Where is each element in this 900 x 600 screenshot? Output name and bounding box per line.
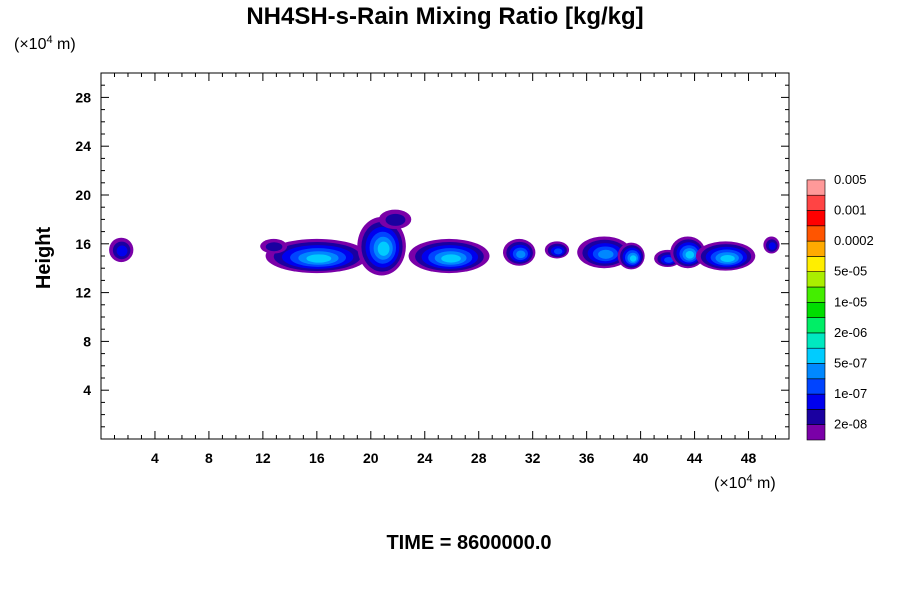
contour-level [377, 241, 390, 256]
x-axis: 4 8 12 16 20 24 28 32 36 40 44 48 [113, 73, 777, 466]
y-tick-label: 24 [75, 138, 91, 154]
colorbar: 2e-08 1e-07 5e-07 2e-06 1e-05 5e-05 0.0002 0.00… [806, 172, 874, 441]
colorbar-label: 1e-05 [834, 294, 867, 309]
contour-level [265, 242, 283, 252]
x-unit-exp: 4 [746, 473, 752, 485]
contour-level [385, 213, 406, 226]
x-unit-prefix: (×10 [714, 475, 747, 492]
x-tick-label: 8 [205, 450, 213, 466]
contour-level [664, 256, 674, 263]
precip-cell [265, 238, 369, 274]
colorbar-swatch [806, 179, 826, 196]
precip-cell [378, 209, 412, 230]
y-tick-label: 12 [75, 285, 91, 301]
precip-cell [617, 242, 645, 270]
precip-cell [260, 238, 288, 254]
colorbar-label: 0.005 [834, 172, 867, 187]
contour-level [116, 245, 128, 257]
colorbar-swatch [806, 271, 826, 288]
x-tick-label: 28 [471, 450, 487, 466]
colorbar-swatch [806, 210, 826, 227]
colorbar-swatch [806, 424, 826, 441]
x-tick-label: 24 [417, 450, 433, 466]
x-tick-label: 40 [633, 450, 649, 466]
x-tick-label: 20 [363, 450, 379, 466]
x-tick-label: 32 [525, 450, 541, 466]
contour-level [516, 250, 526, 259]
x-unit-suffix: m) [753, 475, 776, 492]
x-tick-label: 12 [255, 450, 271, 466]
colorbar-swatch [806, 347, 826, 364]
colorbar-swatch [806, 301, 826, 318]
colorbar-swatch [806, 225, 826, 242]
y-unit-suffix: m) [53, 36, 76, 53]
colorbar-swatch [806, 194, 826, 211]
y-axis-unit: (×104 m) [14, 34, 76, 53]
colorbar-label: 5e-05 [834, 264, 867, 279]
precip-cell [408, 238, 490, 274]
precip-cell [670, 236, 706, 269]
contour-level [598, 249, 614, 259]
x-tick-label: 36 [579, 450, 595, 466]
precip-cell [503, 238, 536, 266]
y-unit-exp: 4 [46, 34, 52, 46]
data-field [109, 209, 780, 276]
y-tick-label: 28 [75, 89, 91, 105]
y-tick-label: 16 [75, 236, 91, 252]
colorbar-label: 1e-07 [834, 386, 867, 401]
contour-level [720, 254, 735, 263]
y-tick-label: 20 [75, 187, 91, 203]
colorbar-swatch [806, 378, 826, 395]
colorbar-swatch [806, 286, 826, 303]
colorbar-label: 5e-07 [834, 356, 867, 371]
colorbar-swatch [806, 393, 826, 410]
contour-level [629, 255, 637, 262]
precip-cell [577, 236, 632, 269]
colorbar-swatch [806, 240, 826, 257]
time-label: TIME = 8600000.0 [386, 532, 551, 554]
x-tick-label: 44 [687, 450, 703, 466]
chart-title: NH4SH-s-Rain Mixing Ratio [kg/kg] [246, 3, 643, 30]
x-tick-label: 48 [741, 450, 757, 466]
colorbar-swatch [806, 409, 826, 425]
precip-cell [357, 216, 406, 276]
colorbar-swatch [806, 256, 826, 272]
contour-level [306, 254, 332, 263]
colorbar-label: 0.001 [834, 203, 867, 218]
contour-level [685, 250, 695, 259]
contour-level [553, 248, 563, 255]
y-tick-label: 4 [83, 382, 91, 398]
colorbar-swatch [806, 332, 826, 349]
precip-cell [109, 237, 134, 263]
x-tick-label: 4 [151, 450, 159, 466]
colorbar-swatch [806, 317, 826, 334]
y-axis: 4 8 12 16 20 24 28 [75, 84, 789, 428]
colorbar-label: 2e-06 [834, 325, 867, 340]
precip-cell [763, 236, 780, 254]
x-axis-unit: (×104 m) [714, 473, 776, 492]
y-axis-label: Height [33, 227, 55, 290]
colorbar-label: 0.0002 [834, 233, 874, 248]
precip-cell [695, 241, 756, 271]
colorbar-label: 2e-08 [834, 417, 867, 432]
contour-level [768, 242, 776, 250]
x-tick-label: 16 [309, 450, 325, 466]
y-unit-prefix: (×10 [14, 36, 47, 53]
y-tick-label: 8 [83, 333, 91, 349]
colorbar-swatch [806, 363, 826, 380]
precip-cell [544, 241, 570, 259]
contour-level [441, 254, 461, 263]
